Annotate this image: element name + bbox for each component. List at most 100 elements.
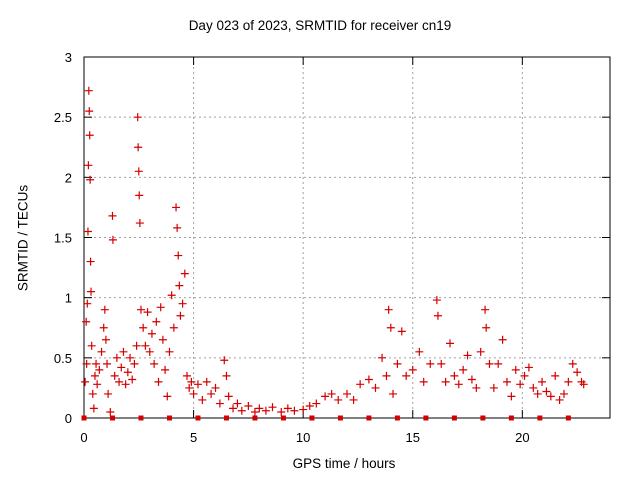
data-point	[86, 175, 95, 184]
baseline-marker	[252, 415, 258, 421]
data-point	[382, 371, 391, 380]
data-point	[419, 377, 428, 386]
baseline-marker	[366, 415, 372, 421]
data-point	[433, 311, 442, 320]
data-point	[207, 389, 216, 398]
data-point	[82, 317, 91, 326]
baseline-marker	[81, 415, 87, 421]
data-point	[178, 299, 187, 308]
data-point	[189, 389, 198, 398]
data-point	[121, 380, 130, 389]
data-point	[467, 375, 476, 384]
data-point	[441, 377, 450, 386]
data-point	[402, 371, 411, 380]
baseline-marker	[480, 415, 486, 421]
data-point	[415, 347, 424, 356]
data-point	[233, 399, 242, 408]
data-point	[85, 131, 94, 140]
data-point	[546, 392, 555, 401]
data-point	[502, 377, 511, 386]
baseline-marker	[195, 415, 201, 421]
data-point	[564, 377, 573, 386]
data-point	[154, 377, 163, 386]
baseline-marker	[565, 415, 571, 421]
data-point	[450, 371, 459, 380]
baseline-marker	[309, 415, 315, 421]
data-point	[463, 351, 472, 360]
data-point	[119, 347, 128, 356]
data-point	[130, 359, 139, 368]
data-point	[529, 383, 538, 392]
data-point	[305, 401, 314, 410]
data-point	[215, 399, 224, 408]
data-point	[356, 380, 365, 389]
data-point	[255, 404, 264, 413]
axis-ticks: 0 0.5 1 1.5 2 2.5 3 0 5 10 15 20	[54, 50, 610, 445]
data-point	[371, 383, 380, 392]
data-point	[100, 305, 109, 314]
grid-lines	[84, 57, 610, 418]
data-point	[175, 281, 184, 290]
baseline-marker	[166, 415, 172, 421]
data-point	[498, 335, 507, 344]
y-tick-label: 0	[65, 411, 72, 426]
data-point	[277, 407, 286, 416]
baseline-marker	[223, 415, 229, 421]
baseline-marker	[138, 415, 144, 421]
data-point	[559, 389, 568, 398]
data-point	[163, 392, 172, 401]
data-point	[551, 371, 560, 380]
data-point	[397, 327, 406, 336]
data-point	[135, 191, 144, 200]
data-point	[106, 407, 115, 416]
data-point	[145, 347, 154, 356]
baseline-marker	[508, 415, 514, 421]
data-point	[112, 353, 121, 362]
data-point	[472, 383, 481, 392]
data-point	[156, 303, 165, 312]
data-point	[126, 353, 135, 362]
data-point	[174, 251, 183, 260]
data-point	[568, 359, 577, 368]
data-point	[511, 365, 520, 374]
data-point	[555, 395, 564, 404]
plot-frame	[83, 56, 611, 419]
data-point	[158, 335, 167, 344]
data-point	[85, 107, 94, 116]
data-point	[83, 299, 92, 308]
data-point	[117, 363, 126, 372]
baseline-marker	[280, 415, 286, 421]
data-point	[579, 380, 588, 389]
data-point	[90, 371, 99, 380]
data-point	[524, 363, 533, 372]
y-tick-label: 1	[65, 291, 72, 306]
baseline-marker	[394, 415, 400, 421]
data-point	[250, 407, 259, 416]
data-point	[384, 305, 393, 314]
data-point	[343, 389, 351, 398]
data-point	[520, 371, 529, 380]
data-point	[84, 161, 93, 170]
data-point	[86, 257, 95, 266]
data-point	[136, 305, 145, 314]
data-point	[321, 392, 330, 401]
data-point	[222, 371, 231, 380]
data-point	[108, 235, 117, 244]
data-point	[237, 406, 246, 415]
x-tick-label: 5	[190, 430, 197, 445]
x-tick-label: 20	[515, 430, 529, 445]
data-point	[128, 375, 137, 384]
x-tick-label: 10	[296, 430, 310, 445]
data-point	[459, 365, 468, 374]
data-point	[364, 375, 373, 384]
data-point	[81, 377, 90, 386]
data-point	[133, 113, 142, 122]
data-point	[185, 383, 194, 392]
data-point	[135, 219, 144, 228]
y-tick-label: 3	[65, 50, 72, 65]
data-point	[268, 403, 277, 412]
data-point	[172, 203, 181, 212]
data-point	[533, 389, 542, 398]
data-point	[393, 359, 402, 368]
